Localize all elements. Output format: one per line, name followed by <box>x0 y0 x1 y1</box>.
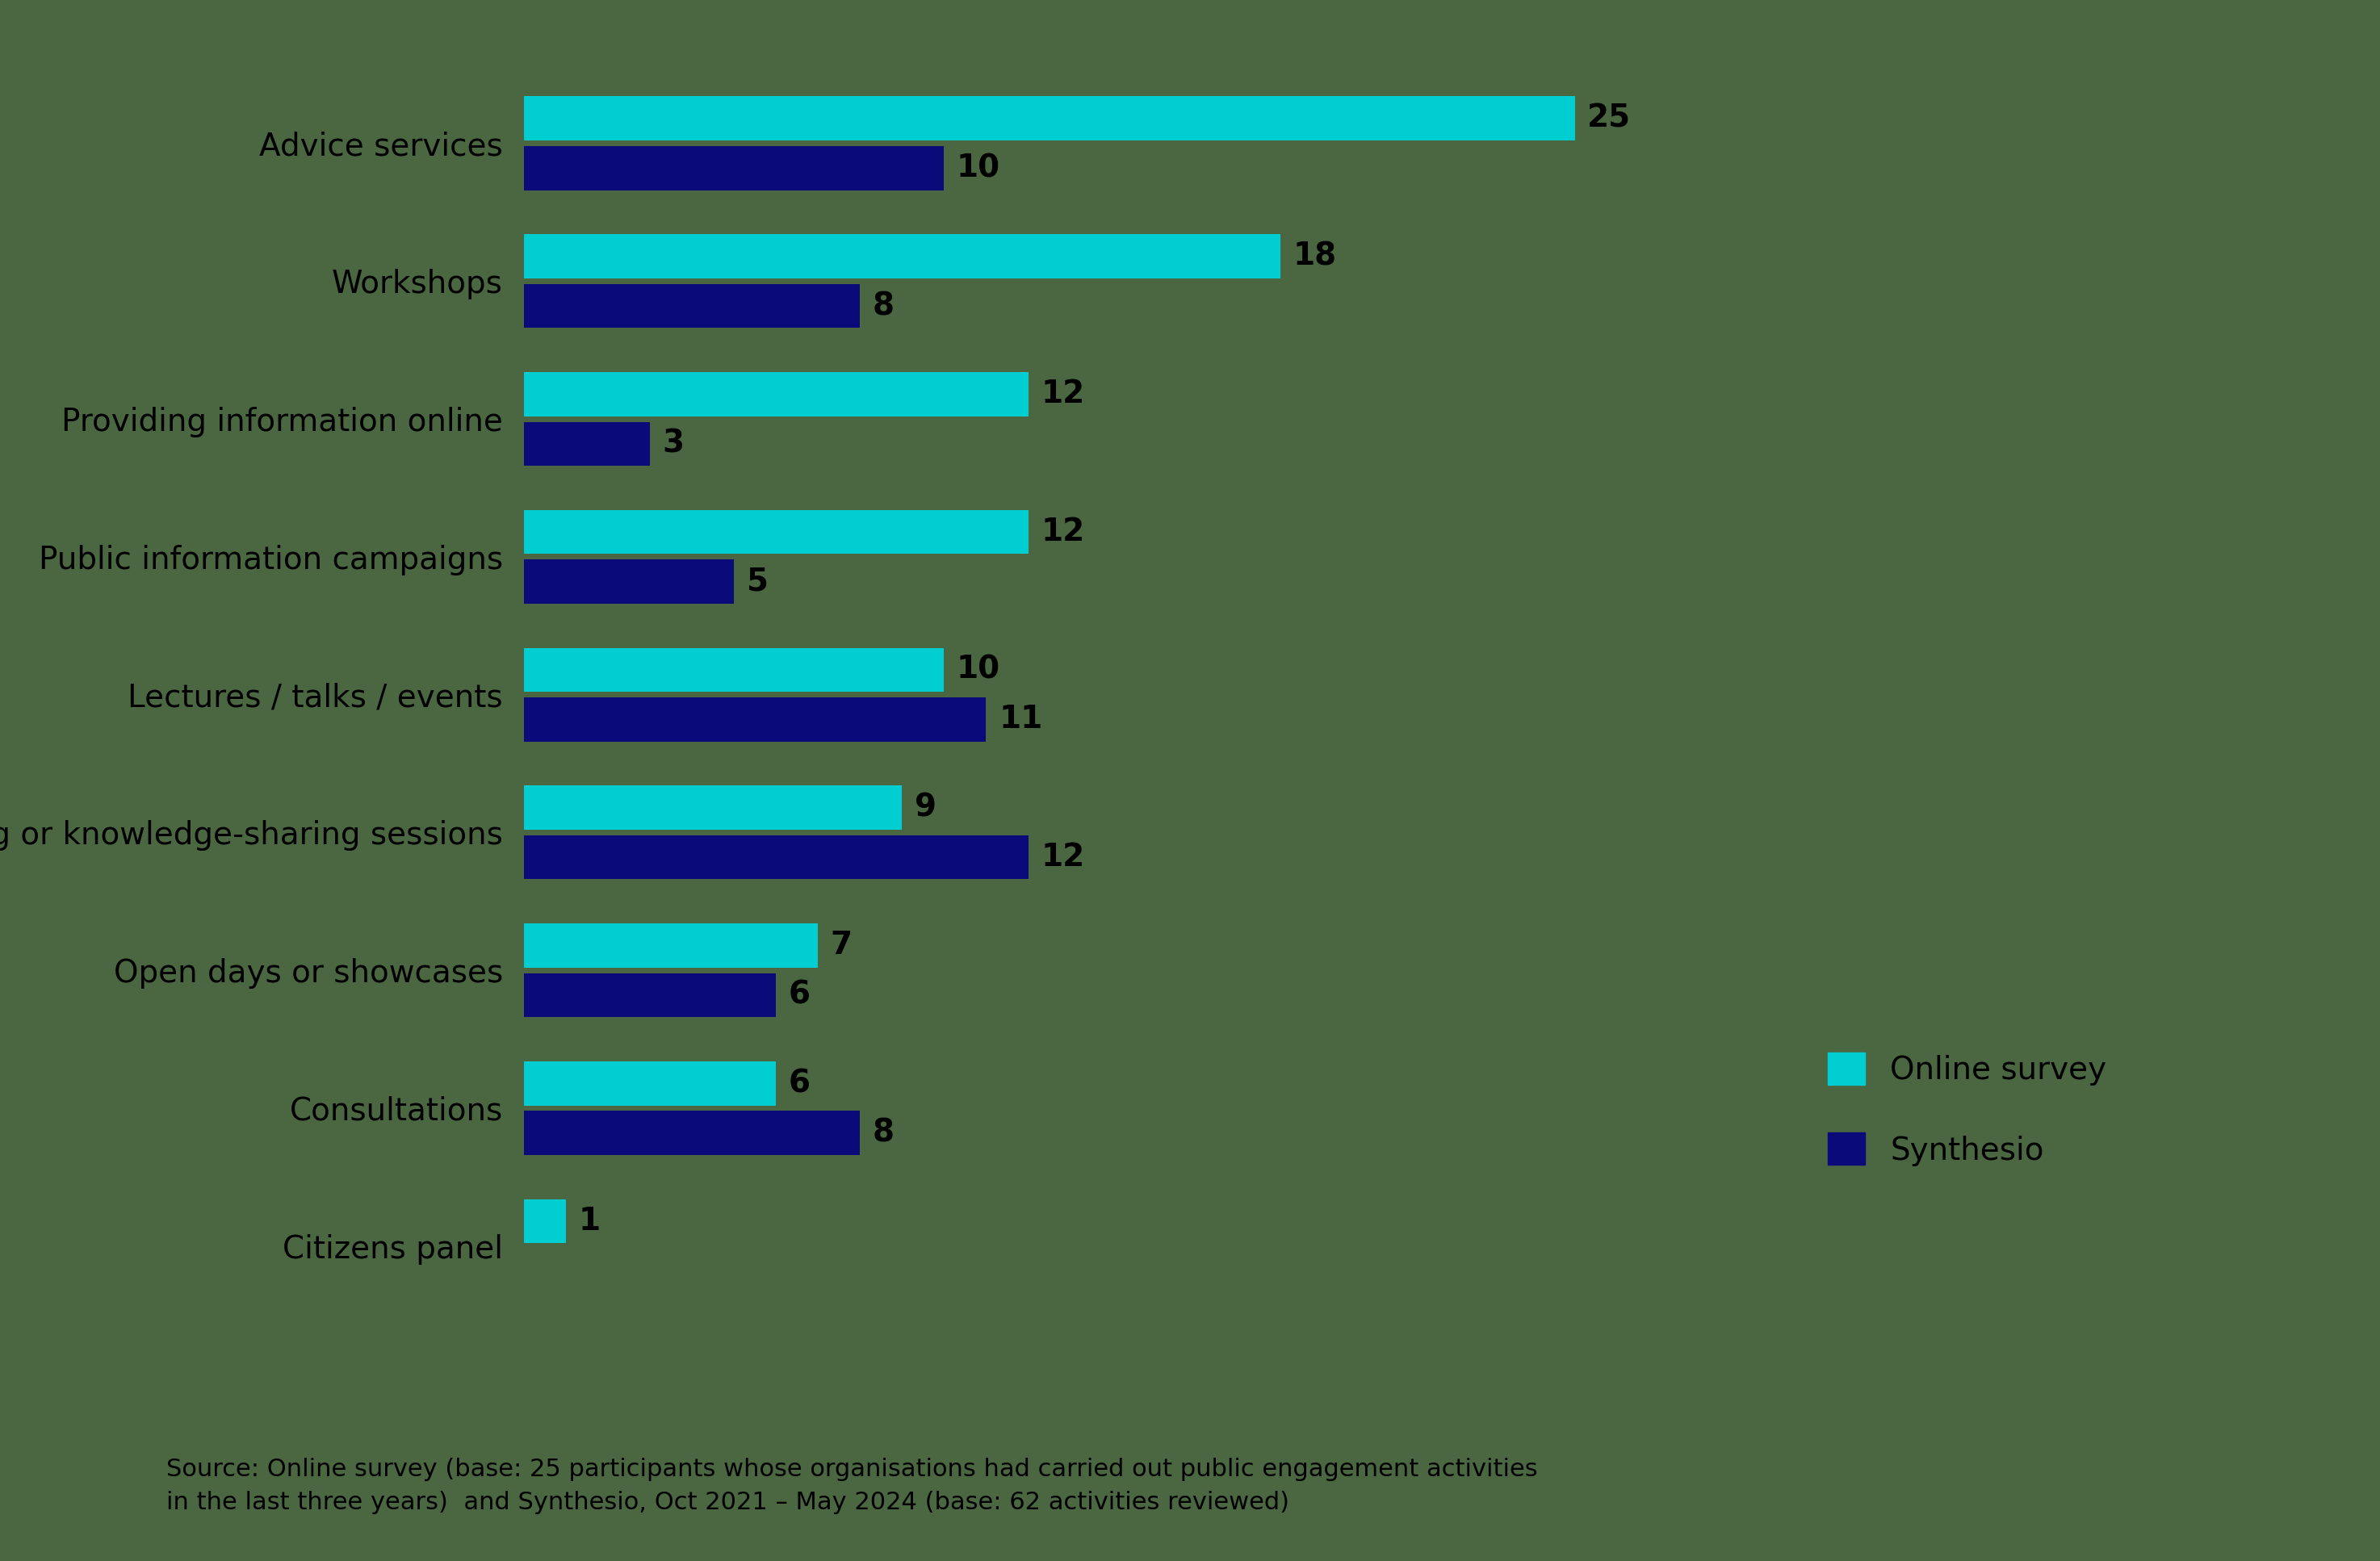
Bar <box>524 973 776 1018</box>
Text: 3: 3 <box>662 428 685 459</box>
Text: 7: 7 <box>831 930 852 962</box>
Bar <box>524 785 902 830</box>
Legend: Online survey, Synthesio: Online survey, Synthesio <box>1811 1037 2123 1182</box>
Bar <box>524 1111 859 1155</box>
Text: 1: 1 <box>578 1205 600 1236</box>
Text: 6: 6 <box>788 980 809 1010</box>
Text: 12: 12 <box>1040 379 1085 409</box>
Bar <box>524 284 859 328</box>
Bar <box>524 372 1028 417</box>
Bar <box>524 835 1028 879</box>
Bar <box>524 1061 776 1105</box>
Text: Source: Online survey (base: 25 participants whose organisations had carried out: Source: Online survey (base: 25 particip… <box>167 1458 1537 1514</box>
Bar <box>524 97 1576 140</box>
Bar <box>524 559 733 604</box>
Bar <box>524 1199 566 1243</box>
Bar <box>524 510 1028 554</box>
Bar <box>524 924 819 968</box>
Text: 5: 5 <box>747 567 769 596</box>
Text: 12: 12 <box>1040 841 1085 873</box>
Bar <box>524 421 650 465</box>
Text: 18: 18 <box>1292 240 1338 272</box>
Text: 8: 8 <box>873 1118 895 1149</box>
Text: 8: 8 <box>873 290 895 322</box>
Text: 11: 11 <box>1000 704 1042 735</box>
Bar <box>524 698 985 741</box>
Text: 10: 10 <box>957 654 1000 685</box>
Text: 10: 10 <box>957 153 1000 184</box>
Bar <box>524 147 945 190</box>
Text: 6: 6 <box>788 1068 809 1099</box>
Bar <box>524 234 1280 278</box>
Text: 12: 12 <box>1040 517 1085 548</box>
Bar <box>524 648 945 692</box>
Text: 9: 9 <box>914 793 935 823</box>
Text: 25: 25 <box>1587 103 1630 134</box>
